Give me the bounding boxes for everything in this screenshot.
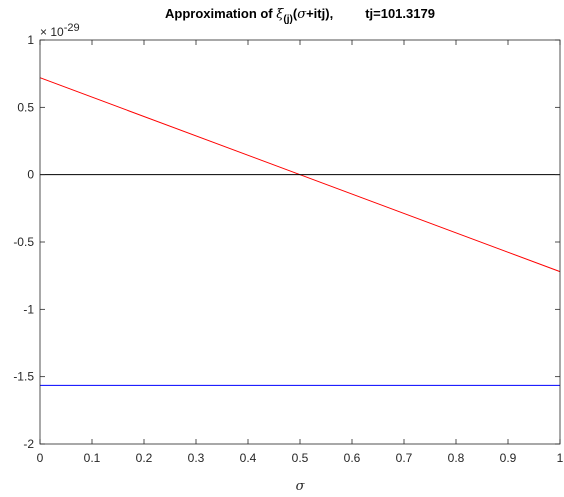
y-tick-label-2: -1: [23, 302, 34, 316]
y-exponent-base: × 10: [40, 25, 64, 39]
y-tick-label-1: -1.5: [13, 370, 34, 384]
title-prefix: Approximation of: [165, 6, 276, 21]
y-tick-label-4: 0: [27, 168, 34, 182]
x-tick-label-3: 0.3: [188, 451, 205, 465]
series-layer: [39, 77, 561, 386]
y-tick-label-3: -0.5: [13, 235, 34, 249]
title-xi: ξ: [276, 7, 284, 22]
x-tick-label-7: 0.7: [396, 451, 413, 465]
ticks-layer: 0 0.1 0.2 0.3 0.4 0.5 0.6 0.7 0.8 0.9 1 -2 -1.5 -1 -0.…: [13, 33, 563, 465]
x-tick-label-6: 0.6: [344, 451, 361, 465]
title-paren-open: (: [293, 6, 298, 21]
x-tick-label-5: 0.5: [292, 451, 309, 465]
x-tick-label-9: 0.9: [500, 451, 517, 465]
title-subscript: (j): [283, 14, 292, 25]
y-tick-label-0: -2: [23, 437, 34, 451]
x-tick-label-2: 0.2: [136, 451, 153, 465]
y-exponent: × 10-29: [40, 22, 80, 39]
y-tick-label-6: 1: [27, 33, 34, 47]
x-tick-label-8: 0.8: [448, 451, 465, 465]
y-exponent-power: -29: [64, 22, 80, 34]
x-tick-label-0: 0: [37, 451, 44, 465]
title-rest: +itj),: [306, 6, 333, 21]
x-tick-label-4: 0.4: [240, 451, 257, 465]
chart-title: Approximation of ξ(j)(σ+itj), tj=101.3179: [165, 6, 435, 25]
x-tick-label-1: 0.1: [84, 451, 101, 465]
x-axis-label: σ: [296, 479, 306, 494]
x-tick-label-10: 1: [557, 451, 564, 465]
title-tj: tj=101.3179: [365, 6, 435, 21]
y-tick-label-5: 0.5: [17, 100, 34, 114]
title-sigma: σ: [297, 7, 307, 22]
